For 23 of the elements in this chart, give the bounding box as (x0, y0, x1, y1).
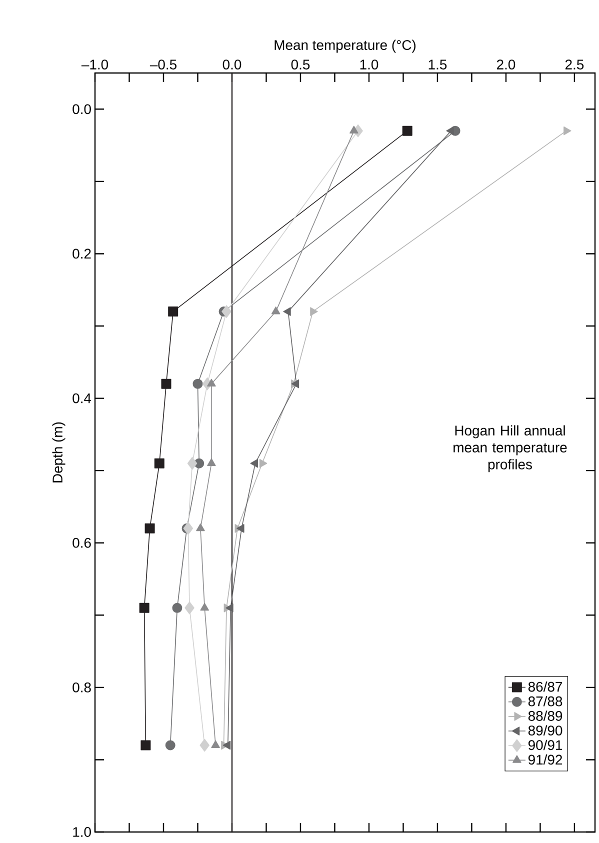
annotation: Hogan Hill annual mean temperature profiles (454, 425, 567, 472)
x-tick-label: 0.5 (291, 60, 310, 70)
x-axis-title: Mean temperature (°C) (274, 40, 416, 53)
legend-label: 88/89 (528, 710, 562, 721)
legend-label: 89/90 (528, 725, 562, 736)
x-tick-label: 1.0 (360, 60, 378, 70)
legend-label: 87/88 (528, 696, 562, 706)
y-tick-label: 1.0 (73, 827, 91, 837)
legend-label: 90/91 (528, 740, 562, 750)
x-tick-label: 2.0 (496, 60, 516, 70)
legend-label: 91/92 (528, 754, 562, 765)
x-tick-label: –1.0 (81, 60, 108, 70)
x-tick-label: 2.5 (565, 60, 584, 70)
x-tick-label: 1.5 (428, 60, 447, 70)
y-tick-label: 0.8 (72, 682, 91, 692)
y-axis-title: Depth (m) (52, 422, 66, 482)
y-tick-label: 0.4 (72, 393, 92, 404)
legend-label: 86/87 (528, 681, 562, 692)
y-tick-label: 0.6 (72, 538, 91, 548)
y-tick-label: 0.0 (72, 104, 91, 114)
y-tick-label: 0.2 (72, 248, 91, 259)
x-tick-label: 0.0 (222, 60, 242, 70)
x-tick-label: –0.5 (150, 60, 176, 70)
